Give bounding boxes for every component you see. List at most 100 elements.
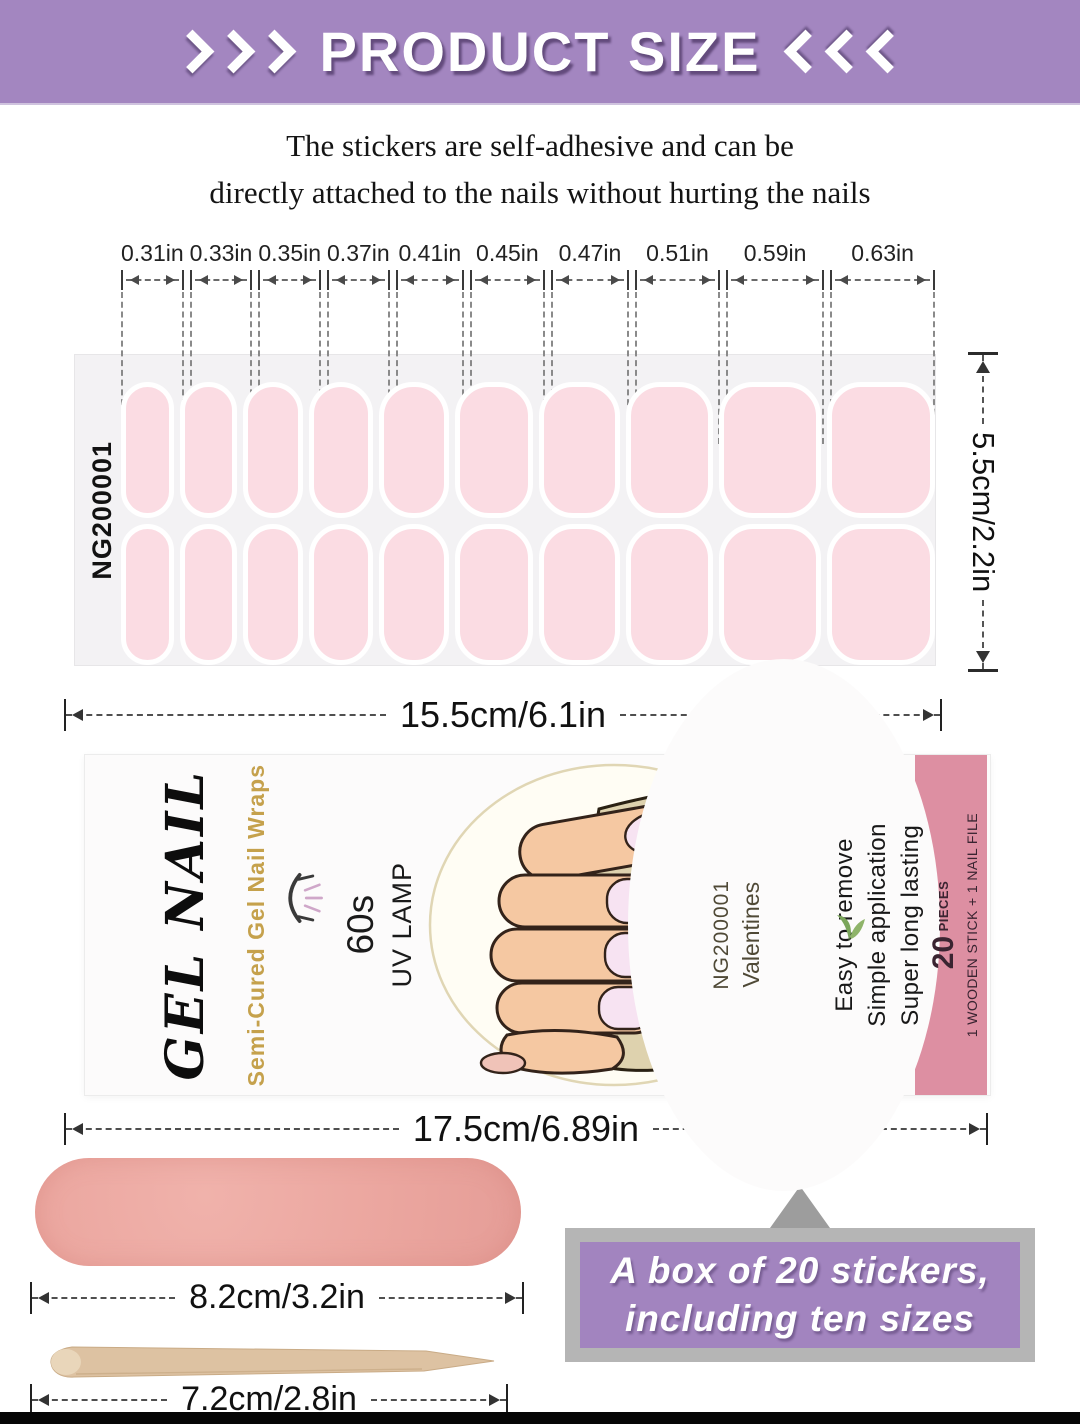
callout-line-1: A box of 20 stickers, <box>610 1250 990 1291</box>
nail-sticker <box>455 523 533 665</box>
size-label: 0.59in <box>743 240 807 266</box>
guide-lines <box>189 292 253 444</box>
feature-item: Simple application <box>864 823 891 1027</box>
lamp-time: 60s <box>340 895 381 955</box>
size-arrow <box>189 270 253 290</box>
size-label: 0.35in <box>258 240 322 266</box>
guide-lines <box>395 292 464 444</box>
sticker-column <box>538 368 620 665</box>
sticker-grid <box>118 368 938 665</box>
nail-sticker <box>625 382 714 518</box>
nail-sticker <box>455 382 533 518</box>
nail-sticker <box>180 382 238 518</box>
guide-lines <box>635 292 720 444</box>
sheet-height-measure: 5.5cm/2.2in <box>948 352 1018 673</box>
sticker-column <box>455 368 533 665</box>
size-arrow <box>395 270 464 290</box>
pieces-label: PIECES <box>935 880 951 932</box>
triangle-up-icon <box>770 1186 830 1228</box>
size-arrow <box>469 270 545 290</box>
guide-lines <box>725 292 825 444</box>
size-label: 0.47in <box>558 240 622 266</box>
size-column: 0.45in <box>469 240 545 450</box>
sticker-column <box>719 368 821 665</box>
sticker-column <box>121 368 175 665</box>
leaf-icon <box>833 903 867 948</box>
sticker-column <box>378 368 450 665</box>
size-label: 0.41in <box>398 240 462 266</box>
bottom-bar <box>0 1412 1080 1424</box>
sticker-column <box>309 368 373 665</box>
guide-lines <box>327 292 390 444</box>
nail-sticker <box>309 523 373 665</box>
nail-sticker <box>309 382 373 518</box>
sticker-column <box>625 368 714 665</box>
band-text: 20 PIECES 1 WOODEN STICK + 1 NAIL FILE <box>919 755 987 1095</box>
size-label: 0.33in <box>189 240 253 266</box>
size-column: 0.37in <box>327 240 390 450</box>
nail-sticker <box>719 523 821 665</box>
size-arrow <box>550 270 630 290</box>
size-column: 0.47in <box>550 240 630 450</box>
package-box: GEL NAIL Semi-Cured Gel Nail Wraps 60s U… <box>85 659 990 1191</box>
sticker-column <box>826 368 935 665</box>
card-code: NG200001 <box>709 880 733 990</box>
guide-lines <box>121 292 184 444</box>
nail-sticker <box>378 523 450 665</box>
size-label: 0.51in <box>646 240 709 266</box>
wooden-stick-measure: 7.2cm/2.8in <box>30 1380 509 1419</box>
nail-sticker <box>121 523 175 665</box>
nail-sticker <box>243 382 304 518</box>
nail-sticker <box>121 382 175 518</box>
banner: PRODUCT SIZE <box>0 0 1080 105</box>
size-label: 0.37in <box>327 240 390 266</box>
guide-lines <box>258 292 322 444</box>
size-column: 0.59in <box>725 240 825 450</box>
sticker-column <box>243 368 304 665</box>
pieces-line: 20 PIECES <box>927 813 961 1037</box>
size-column: 0.63in <box>830 240 936 450</box>
size-arrow <box>830 270 936 290</box>
chevrons-right-icon <box>170 29 296 74</box>
intro-line-1: The stickers are self-adhesive and can b… <box>286 128 794 163</box>
size-arrow <box>635 270 720 290</box>
size-column: 0.31in <box>121 240 184 450</box>
size-column: 0.51in <box>635 240 720 450</box>
size-column: 0.33in <box>189 240 253 450</box>
sheet-width-label: 15.5cm/6.1in <box>399 694 607 735</box>
contents-line: 1 WOODEN STICK + 1 NAIL FILE <box>963 812 980 1038</box>
size-arrow <box>725 270 825 290</box>
size-column: 0.41in <box>395 240 464 450</box>
nail-sticker <box>180 523 238 665</box>
size-arrow <box>327 270 390 290</box>
card-label: NG200001 Valentines <box>689 847 785 1023</box>
nail-sticker <box>378 382 450 518</box>
size-arrow <box>121 270 184 290</box>
sheet-height-label: 5.5cm/2.2in <box>966 431 1001 593</box>
wooden-stick-label: 7.2cm/2.8in <box>181 1380 357 1418</box>
intro-text: The stickers are self-adhesive and can b… <box>0 122 1080 216</box>
callout-box: A box of 20 stickers, including ten size… <box>565 1228 1035 1362</box>
brand-name: GEL NAIL <box>154 769 216 1081</box>
sticker-sheet-zone: NG200001 0.31in 0.33in 0.35in 0.37in <box>0 240 1080 680</box>
size-label: 0.45in <box>476 240 539 266</box>
size-label: 0.63in <box>851 240 914 266</box>
pieces-count: 20 <box>926 935 960 970</box>
size-arrow <box>258 270 322 290</box>
sticker-column <box>180 368 238 665</box>
nail-sticker <box>243 523 304 665</box>
size-measure-row: 0.31in 0.33in 0.35in 0.37in 0.41in <box>118 240 938 450</box>
size-label: 0.31in <box>121 240 184 266</box>
intro-line-2: directly attached to the nails without h… <box>209 175 871 210</box>
nail-sticker <box>625 523 714 665</box>
callout-line-2: including ten sizes <box>625 1298 975 1339</box>
nail-sticker <box>826 382 935 518</box>
nail-sticker <box>538 523 620 665</box>
band-curve <box>628 659 940 1191</box>
chevrons-left-icon <box>784 29 910 74</box>
package-width-label: 17.5cm/6.89in <box>412 1108 640 1149</box>
nail-sticker <box>719 382 821 518</box>
nail-sticker <box>538 382 620 518</box>
uv-lamp-icon <box>271 865 337 931</box>
